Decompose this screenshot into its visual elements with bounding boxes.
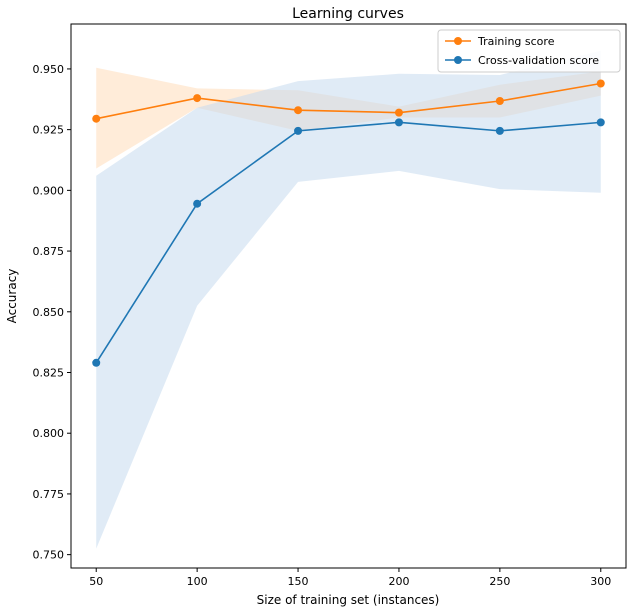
y-tick-label: 0.800 [33,427,65,440]
legend-box [437,29,621,73]
x-tick-label: 200 [388,575,409,588]
point-training-100 [193,94,202,103]
point-training-200 [394,108,403,117]
legend-label-training: Training score [477,35,555,48]
series-points [92,79,605,367]
y-axis: 0.750 0.775 0.800 0.825 0.850 0.875 0.900 0.925… [33,63,71,562]
x-axis: 50 100 150 200 250 300 [89,568,611,588]
point-training-250 [495,96,504,105]
point-cross-validation-150 [294,126,303,135]
y-tick-label: 0.925 [33,124,65,137]
legend: Training score Cross-validation score [437,29,621,73]
point-cross-validation-200 [394,118,403,127]
y-tick-label: 0.900 [33,184,65,197]
confidence-bands [96,50,601,549]
x-tick-label: 300 [590,575,611,588]
x-axis-label: Size of training set (instances) [257,593,440,607]
legend-label-cross-validation: Cross-validation score [478,54,599,67]
line-cross-validation [95,121,601,364]
legend-marker-training [454,37,462,45]
y-tick-label: 0.775 [33,488,65,501]
y-tick-label: 0.950 [33,63,65,76]
series-lines [95,82,601,364]
y-tick-label: 0.825 [33,367,65,380]
band-cross-validation [96,50,601,549]
point-cross-validation-250 [495,126,504,135]
legend-marker-cross-validation [454,56,462,64]
point-training-300 [596,79,605,88]
y-tick-label: 0.875 [33,245,65,258]
x-tick-label: 150 [288,575,309,588]
chart-title: Learning curves [292,6,404,22]
x-tick-label: 250 [489,575,510,588]
y-tick-label: 0.750 [33,549,65,562]
y-axis-label: Accuracy [5,269,19,324]
x-tick-label: 100 [187,575,208,588]
point-cross-validation-300 [596,118,605,127]
y-tick-label: 0.850 [33,306,65,319]
point-cross-validation-50 [92,358,101,367]
line-training [96,82,601,120]
point-training-150 [294,106,303,115]
plot-frame [70,23,627,569]
point-cross-validation-100 [193,199,202,208]
point-training-50 [92,114,101,123]
x-tick-label: 50 [89,575,103,588]
